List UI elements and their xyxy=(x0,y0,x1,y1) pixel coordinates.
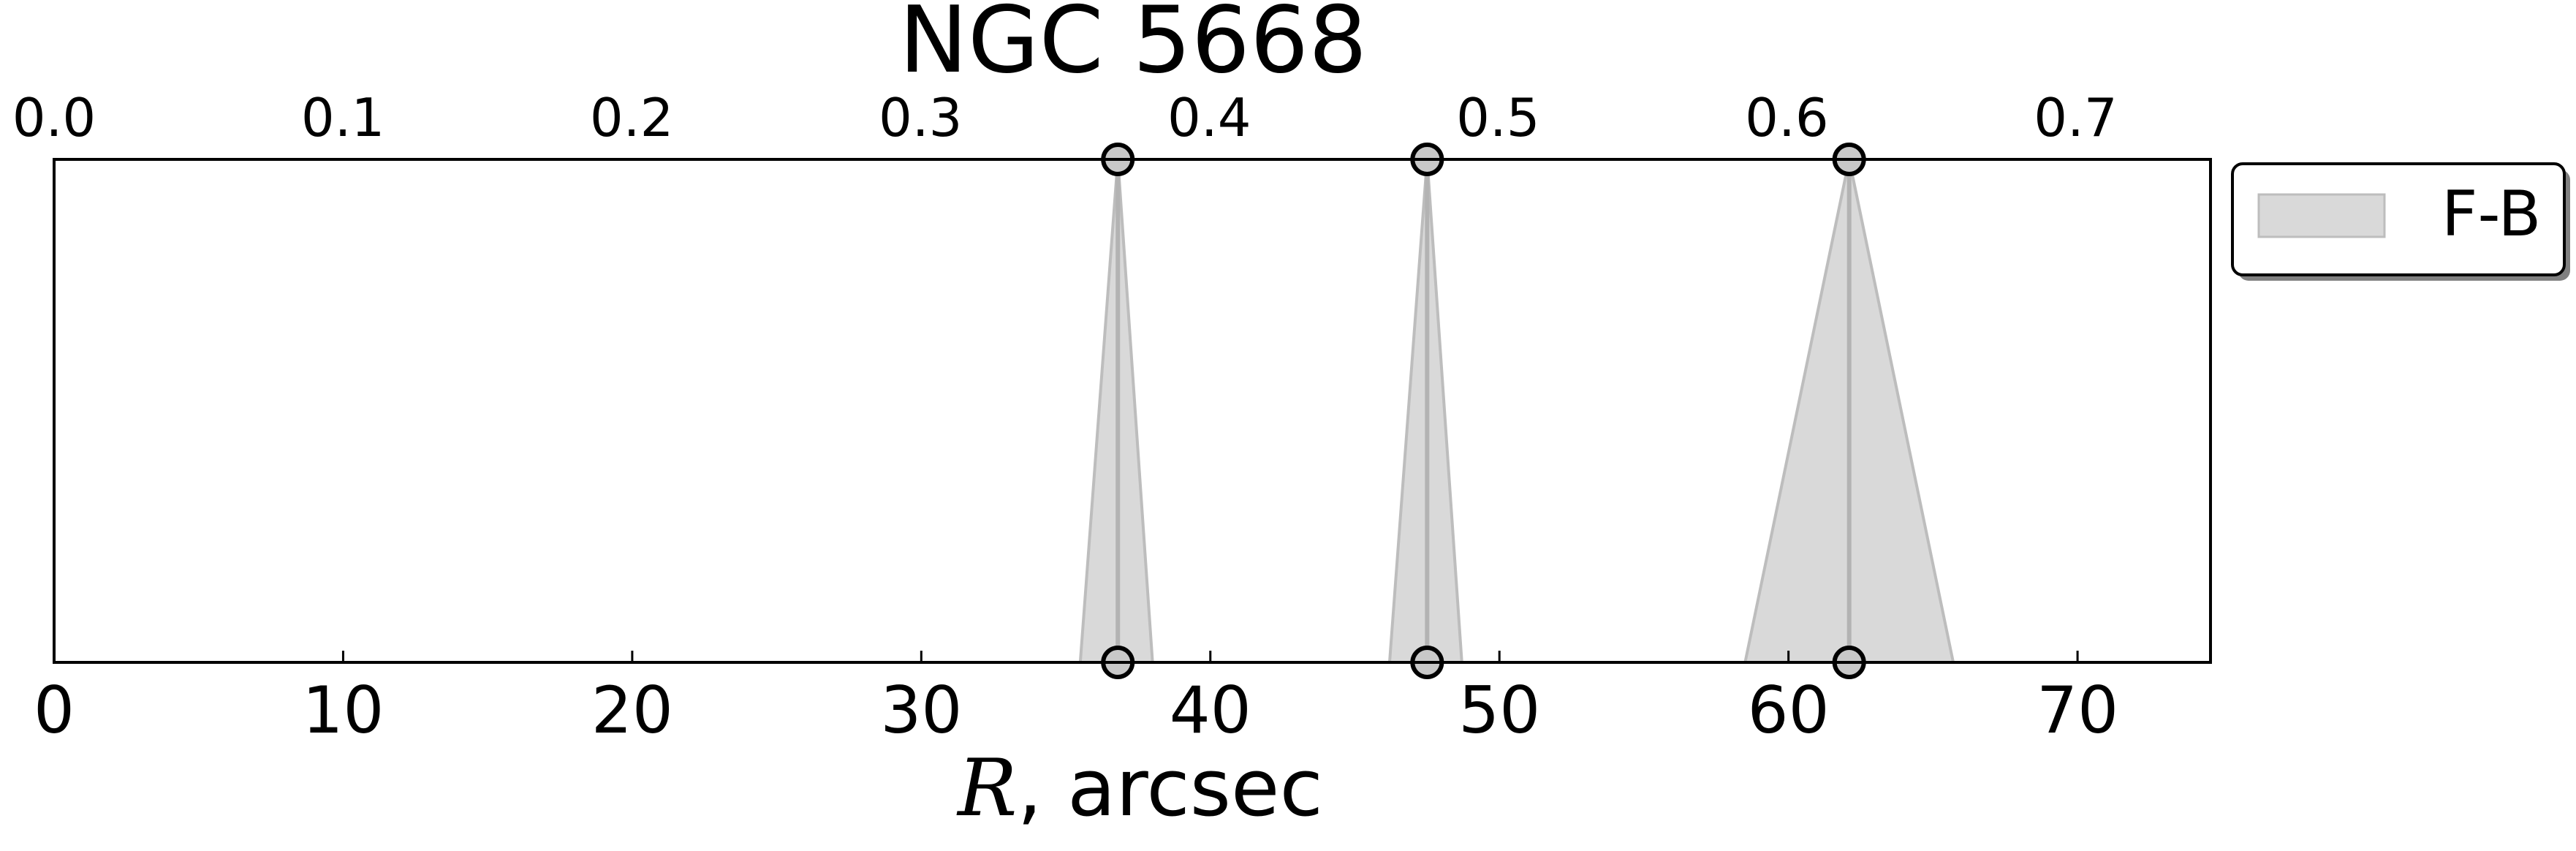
legend-swatch xyxy=(2257,193,2386,238)
bottom-tick-label: 20 xyxy=(591,673,673,748)
bottom-tick-label: 0 xyxy=(34,673,75,748)
x-axis-label-symbol: R xyxy=(956,743,1017,834)
bottom-axis-ticks: 0 10 20 30 40 50 60 70 xyxy=(34,651,2118,748)
top-tick-label: 0.7 xyxy=(2034,87,2118,148)
top-tick-label: 0.0 xyxy=(12,87,96,148)
x-axis-label: R, arcsec xyxy=(956,743,1323,834)
top-tick-label: 0.3 xyxy=(879,87,963,148)
plot-frame xyxy=(53,158,2212,664)
top-tick-label: 0.4 xyxy=(1167,87,1251,148)
legend[interactable]: F-B xyxy=(2231,162,2570,281)
top-axis-ticks: 0.0 0.1 0.2 0.3 0.4 0.5 0.6 0.7 xyxy=(12,87,2118,171)
chart-title: NGC 5668 xyxy=(899,0,1368,94)
bottom-tick-label: 40 xyxy=(1170,673,1251,748)
plot-area xyxy=(53,143,2212,679)
legend-box xyxy=(2231,162,2566,276)
bottom-tick-label: 30 xyxy=(880,673,962,748)
bottom-tick-label: 10 xyxy=(302,673,384,748)
bottom-tick-label: 70 xyxy=(2037,673,2118,748)
bottom-tick-label: 50 xyxy=(1458,673,1540,748)
top-tick-label: 0.2 xyxy=(590,87,674,148)
legend-label: F-B xyxy=(2441,178,2541,251)
x-axis-label-unit: , arcsec xyxy=(1017,743,1322,834)
top-tick-label: 0.6 xyxy=(1745,87,1829,148)
top-tick-label: 0.1 xyxy=(301,87,385,148)
top-tick-label: 0.5 xyxy=(1456,87,1540,148)
bottom-tick-label: 60 xyxy=(1748,673,1830,748)
